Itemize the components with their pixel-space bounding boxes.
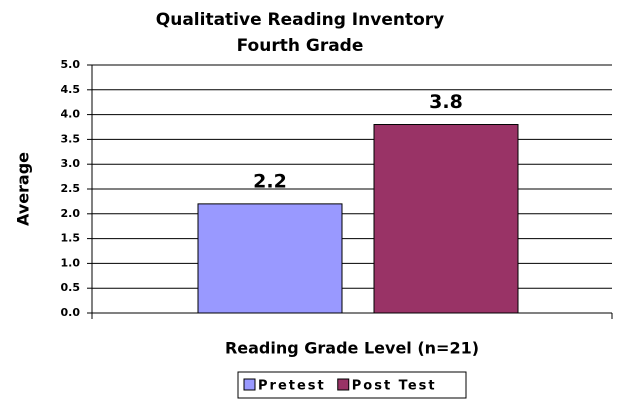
y-tick-label: 2.5: [61, 182, 81, 195]
bar: [197, 203, 343, 314]
legend-label: Pretest: [258, 379, 326, 394]
y-tick-label: 4.0: [61, 108, 81, 121]
y-axis-label: Average: [14, 152, 33, 226]
y-tick-label: 3.0: [61, 157, 81, 170]
y-tick-label: 4.5: [61, 83, 81, 96]
chart-subtitle: Fourth Grade: [237, 36, 364, 56]
y-tick-label: 3.5: [61, 132, 81, 145]
legend-swatch: [243, 378, 256, 391]
data-label: 3.8: [429, 91, 463, 113]
chart-title: Qualitative Reading Inventory: [156, 10, 444, 30]
x-axis-label: Reading Grade Level (n=21): [225, 339, 479, 358]
y-tick-label: 1.0: [61, 256, 81, 269]
legend-label: Post Test: [352, 379, 437, 394]
legend-frame: [237, 371, 467, 399]
bar: [373, 124, 519, 314]
legend-swatch: [337, 378, 350, 391]
data-label: 2.2: [253, 170, 287, 192]
y-tick-label: 1.5: [61, 232, 81, 245]
y-tick-label: 0.5: [61, 281, 81, 294]
y-tick-label: 0.0: [61, 306, 81, 319]
y-tick-label: 2.0: [61, 207, 81, 220]
y-tick-label: 5.0: [61, 58, 81, 71]
